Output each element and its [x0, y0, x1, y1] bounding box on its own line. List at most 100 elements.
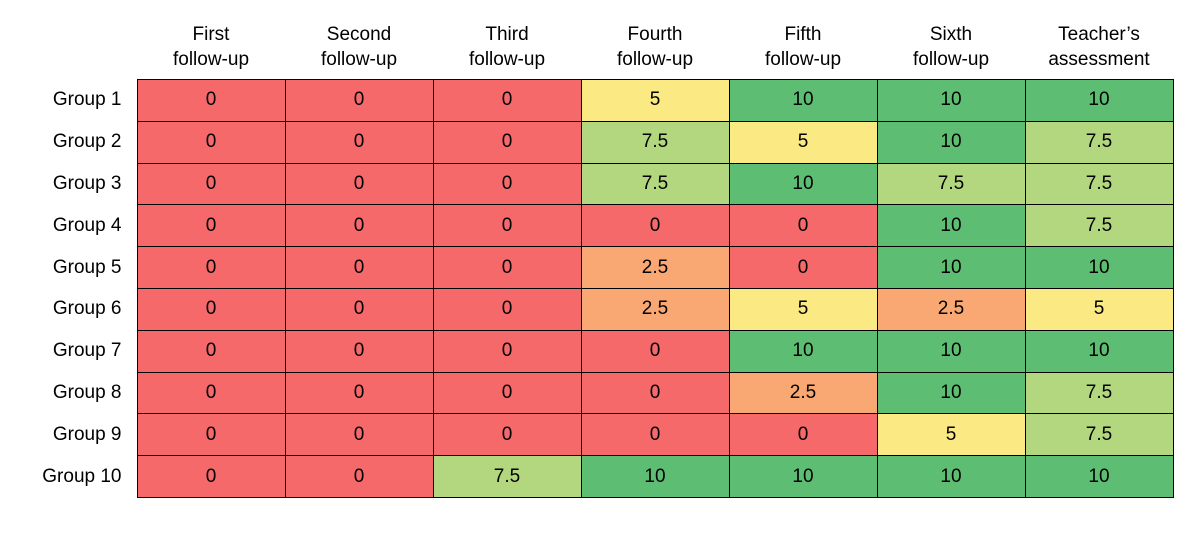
corner-cell — [0, 8, 137, 80]
table-row: Group 3 0 0 0 7.5 10 7.5 7.5 — [0, 162, 1174, 206]
column-header: Sixth follow-up — [877, 8, 1025, 80]
column-header: Third follow-up — [433, 8, 581, 80]
heatmap-cell: 10 — [876, 120, 1026, 164]
heatmap-cell: 7.5 — [1024, 162, 1174, 206]
heatmap-cell: 7.5 — [580, 162, 730, 206]
heatmap-cell: 0 — [580, 371, 730, 415]
heatmap-cell: 2.5 — [580, 287, 730, 331]
row-label: Group 5 — [0, 246, 137, 289]
heatmap-cell: 0 — [284, 455, 434, 498]
heatmap-cell: 10 — [728, 162, 878, 206]
heatmap-cell: 0 — [432, 287, 582, 331]
heatmap-cell: 0 — [136, 329, 286, 373]
heatmap-cell: 10 — [876, 455, 1026, 498]
heatmap-cell: 7.5 — [580, 120, 730, 164]
heatmap-cell: 10 — [1024, 455, 1174, 498]
heatmap-cell: 7.5 — [876, 162, 1026, 206]
heatmap-cell: 10 — [728, 329, 878, 373]
heatmap-cell: 0 — [136, 246, 286, 289]
heatmap-cell: 10 — [876, 79, 1026, 122]
heatmap-cell: 7.5 — [1024, 204, 1174, 248]
heatmap-cell: 7.5 — [1024, 413, 1174, 457]
heatmap-cell: 5 — [1024, 287, 1174, 331]
heatmap-cell: 10 — [876, 329, 1026, 373]
row-label: Group 3 — [0, 163, 137, 205]
heatmap-cell: 0 — [432, 162, 582, 206]
table-row: Group 7 0 0 0 0 10 10 10 — [0, 329, 1174, 373]
row-label: Group 1 — [0, 79, 137, 122]
heatmap-cell: 10 — [1024, 329, 1174, 373]
heatmap-cell: 10 — [1024, 79, 1174, 122]
heatmap-cell: 0 — [284, 79, 434, 122]
heatmap-cell: 0 — [284, 120, 434, 164]
heatmap-cell: 0 — [284, 204, 434, 248]
heatmap-cell: 0 — [432, 204, 582, 248]
heatmap-cell: 0 — [284, 246, 434, 289]
heatmap-cell: 0 — [136, 204, 286, 248]
table-row: Group 10 0 0 7.5 10 10 10 10 — [0, 455, 1174, 498]
table-row: Group 2 0 0 0 7.5 5 10 7.5 — [0, 120, 1174, 164]
row-label: Group 2 — [0, 121, 137, 164]
table-row: Group 4 0 0 0 0 0 10 7.5 — [0, 204, 1174, 248]
column-header: Fourth follow-up — [581, 8, 729, 80]
table-row: Group 1 0 0 0 5 10 10 10 — [0, 79, 1174, 122]
heatmap-cell: 0 — [136, 371, 286, 415]
header-row: First follow-up Second follow-up Third follow… — [0, 8, 1173, 80]
heatmap-cell: 5 — [728, 120, 878, 164]
heatmap-cell: 0 — [136, 120, 286, 164]
heatmap-cell: 0 — [432, 246, 582, 289]
heatmap-cell: 2.5 — [580, 246, 730, 289]
heatmap-cell: 0 — [136, 162, 286, 206]
heatmap-cell: 10 — [1024, 246, 1174, 289]
heatmap-cell: 7.5 — [1024, 120, 1174, 164]
row-label: Group 7 — [0, 330, 137, 373]
heatmap-cell: 10 — [876, 204, 1026, 248]
heatmap-cell: 0 — [432, 329, 582, 373]
row-label: Group 9 — [0, 413, 137, 456]
heatmap-cell: 2.5 — [728, 371, 878, 415]
heatmap-cell: 0 — [728, 246, 878, 289]
table-row: Group 9 0 0 0 0 0 5 7.5 — [0, 413, 1174, 457]
column-header: Fifth follow-up — [729, 8, 877, 80]
column-header: Teacher’s assessment — [1025, 8, 1173, 80]
heatmap-cell: 0 — [432, 371, 582, 415]
row-label: Group 6 — [0, 288, 137, 331]
heatmap-cell: 0 — [284, 413, 434, 457]
heatmap-cell: 0 — [728, 413, 878, 457]
heatmap-table: First follow-up Second follow-up Third follow… — [0, 8, 1174, 498]
heatmap-cell: 10 — [728, 79, 878, 122]
heatmap-cell: 0 — [284, 162, 434, 206]
heatmap-cell: 10 — [876, 246, 1026, 289]
heatmap-cell: 7.5 — [1024, 371, 1174, 415]
heatmap-cell: 0 — [728, 204, 878, 248]
table-row: Group 8 0 0 0 0 2.5 10 7.5 — [0, 371, 1174, 415]
heatmap-cell: 0 — [136, 79, 286, 122]
heatmap-cell: 0 — [432, 413, 582, 457]
heatmap-cell: 2.5 — [876, 287, 1026, 331]
heatmap-cell: 5 — [580, 79, 730, 122]
heatmap-cell: 0 — [136, 413, 286, 457]
heatmap-cell: 5 — [728, 287, 878, 331]
heatmap-cell: 0 — [432, 79, 582, 122]
heatmap-cell: 0 — [432, 120, 582, 164]
row-label: Group 10 — [0, 455, 137, 498]
heatmap-cell: 0 — [580, 413, 730, 457]
heatmap-cell: 0 — [580, 329, 730, 373]
heatmap-cell: 0 — [284, 287, 434, 331]
heatmap-cell: 10 — [580, 455, 730, 498]
heatmap-cell: 7.5 — [432, 455, 582, 498]
heatmap-cell: 0 — [284, 329, 434, 373]
row-label: Group 8 — [0, 372, 137, 414]
heatmap-cell: 0 — [136, 455, 286, 498]
table-row: Group 6 0 0 0 2.5 5 2.5 5 — [0, 287, 1174, 331]
column-header: Second follow-up — [285, 8, 433, 80]
heatmap-cell: 0 — [284, 371, 434, 415]
row-label: Group 4 — [0, 204, 137, 247]
heatmap-cell: 5 — [876, 413, 1026, 457]
heatmap-cell: 0 — [580, 204, 730, 248]
heatmap-cell: 10 — [876, 371, 1026, 415]
table-row: Group 5 0 0 0 2.5 0 10 10 — [0, 246, 1174, 289]
column-header: First follow-up — [137, 8, 285, 80]
heatmap-cell: 0 — [136, 287, 286, 331]
